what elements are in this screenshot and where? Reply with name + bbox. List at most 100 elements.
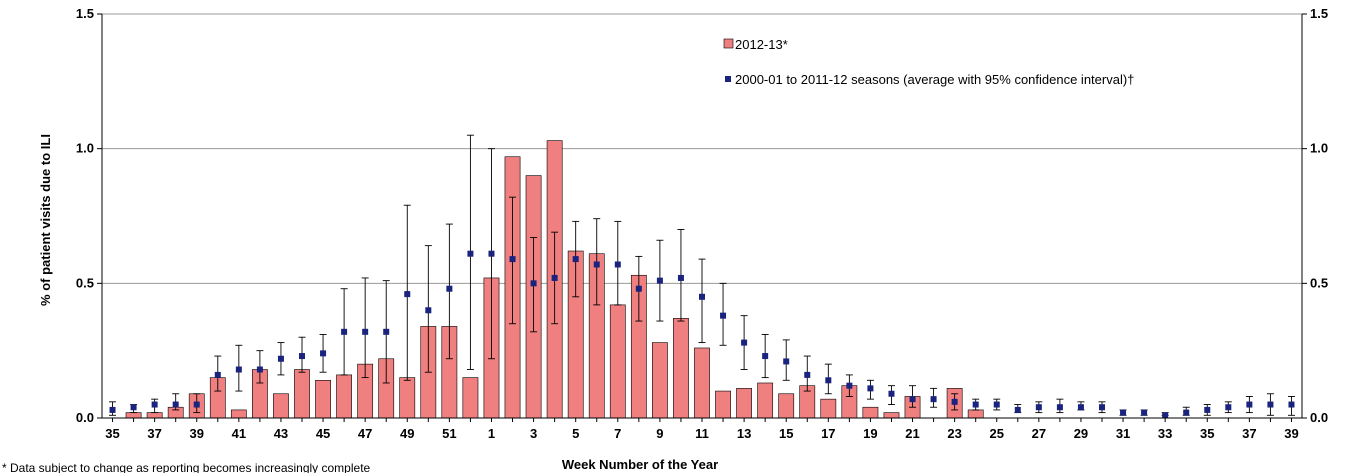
bar (736, 388, 752, 419)
bar (294, 369, 310, 419)
bar (694, 347, 710, 419)
average-point (741, 339, 748, 346)
average-point (109, 406, 116, 413)
x-tick-label: 35 (1200, 426, 1214, 441)
average-point (846, 382, 853, 389)
average-point (1035, 404, 1042, 411)
average-point (551, 274, 558, 281)
gridlines (102, 13, 1302, 284)
x-tick-label: 23 (947, 426, 961, 441)
average-point (214, 371, 221, 378)
x-tick-label: 29 (1074, 426, 1088, 441)
average-point (404, 291, 411, 298)
x-tick-label: 9 (656, 426, 663, 441)
average-point (804, 371, 811, 378)
bar (862, 406, 879, 419)
y-tick-label-left: 1.5 (76, 6, 94, 21)
x-tick-label: 17 (821, 426, 835, 441)
average-point (1183, 409, 1190, 416)
average-point (888, 390, 895, 397)
average-point (172, 401, 179, 408)
average-point (277, 355, 284, 362)
footnote: * Data subject to change as reporting be… (2, 461, 371, 473)
x-tick-label: 39 (1284, 426, 1298, 441)
legend-point-swatch (725, 76, 731, 82)
bar (399, 377, 416, 419)
average-point (235, 366, 242, 373)
x-tick-label: 43 (274, 426, 288, 441)
x-tick-label: 33 (1158, 426, 1172, 441)
y-tick-label-right: 0.0 (1310, 410, 1328, 425)
average-point (509, 256, 516, 263)
x-tick-label: 39 (190, 426, 204, 441)
y-tick-label-left: 0.0 (76, 410, 94, 425)
y-tick-label-left: 1.0 (76, 141, 94, 156)
legend: 2012-13* 2000-01 to 2011-12 seasons (ave… (723, 37, 1134, 87)
average-point (467, 250, 474, 257)
average-point (1162, 412, 1169, 419)
average-point (488, 250, 495, 257)
bar (673, 318, 689, 419)
bar (820, 398, 837, 419)
average-point (867, 385, 874, 392)
bar (967, 409, 984, 419)
bar (609, 304, 626, 419)
y-tick-label-right: 1.0 (1310, 141, 1328, 156)
x-tick-label: 37 (147, 426, 161, 441)
bar (757, 382, 774, 419)
x-tick-label: 49 (400, 426, 414, 441)
x-tick-label: 47 (358, 426, 372, 441)
bar (146, 412, 163, 419)
bar (125, 412, 142, 419)
x-tick-label: 5 (572, 426, 579, 441)
average-point (1225, 404, 1232, 411)
x-tick-label: 13 (737, 426, 751, 441)
x-tick-label: 15 (779, 426, 793, 441)
average-point (425, 307, 432, 314)
average-point (1099, 404, 1105, 411)
average-series-points (109, 250, 1295, 419)
average-point (656, 277, 663, 284)
bar (883, 412, 900, 419)
average-point (530, 280, 537, 287)
x-tick-label: 37 (1242, 426, 1256, 441)
x-tick-label: 35 (105, 426, 119, 441)
average-point (993, 401, 1000, 408)
x-tick-label: 41 (232, 426, 246, 441)
y-axis-right-ticks: 0.0 0.5 1.0 1.5 (1302, 6, 1328, 425)
average-point (1014, 406, 1021, 413)
average-point (572, 256, 579, 263)
average-point (720, 312, 727, 319)
average-point (762, 353, 769, 360)
average-point (1288, 401, 1295, 408)
average-point (362, 328, 369, 335)
y-axis-left-ticks: 0.0 0.5 1.0 1.5 (76, 6, 102, 425)
legend-label-bar: 2012-13* (735, 37, 788, 52)
y-tick-label-left: 0.5 (76, 275, 94, 290)
bar-series-2012-13 (125, 140, 984, 419)
bar (652, 342, 668, 419)
x-tick-label: 11 (695, 426, 709, 441)
average-point (130, 404, 137, 411)
average-point (1077, 404, 1084, 411)
average-point (677, 274, 684, 281)
bar (315, 379, 331, 419)
average-point (1141, 409, 1148, 416)
average-point (256, 366, 263, 373)
bar (715, 390, 731, 419)
x-tick-label: 31 (1116, 426, 1130, 441)
average-point (1120, 409, 1127, 416)
average-point (1246, 401, 1253, 408)
average-point (909, 396, 916, 403)
x-axis-ticks: 35 37 39 41 43 45 47 49 51 1 3 5 7 9 11 13 15 17 19 21 23 25 2… (105, 418, 1299, 441)
x-tick-label: 7 (614, 426, 621, 441)
bar (778, 393, 795, 419)
x-tick-label: 19 (863, 426, 877, 441)
average-point (446, 285, 453, 292)
bar (336, 374, 352, 419)
bar (462, 377, 479, 419)
average-point (930, 396, 937, 403)
average-point (593, 261, 600, 268)
average-point (299, 353, 305, 360)
